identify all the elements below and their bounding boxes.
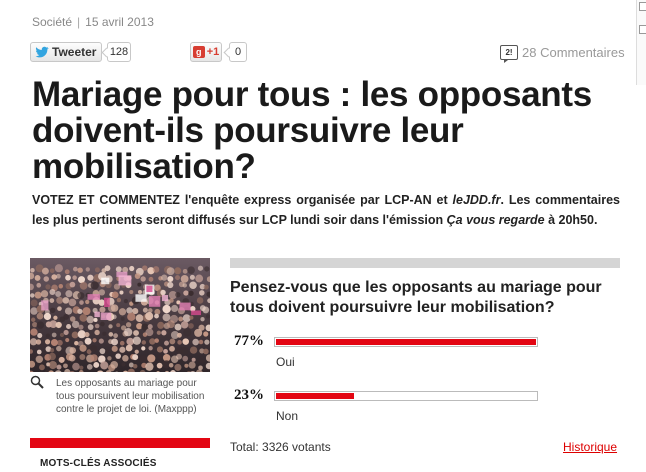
intro-text-1: VOTEZ ET COMMENTEZ l'enquête express org… [32,193,453,207]
tags-header-bar [30,438,210,448]
poll-option-label: Oui [276,355,295,369]
article-title: Mariage pour tous : les opposants doiven… [32,75,592,186]
intro-site-link[interactable]: leJDD.fr [452,193,501,207]
edge-checkbox-icon [639,2,646,11]
photo-caption: Les opposants au mariage pour tous pours… [56,378,205,415]
google-plus-label: +1 [206,46,220,58]
comments-link[interactable]: 2! 28 Commentaires [500,45,625,63]
article-photo[interactable] [30,258,210,372]
comment-bubble-icon: 2! [500,45,518,63]
poll-header-bar [230,258,620,268]
poll-option-bar [276,338,536,345]
google-plus-count: 0 [229,42,247,62]
tags-heading: MOTS-CLÉS ASSOCIÉS [40,458,157,469]
magnifier-icon[interactable] [30,375,44,389]
poll-option-percent: 77% [234,333,264,349]
poll-total-votes: Total: 3326 votants [230,440,331,454]
comments-count-label: 28 Commentaires [522,45,625,60]
publish-date: 15 avril 2013 [85,15,154,29]
twitter-bird-icon [35,46,49,58]
poll-option-bar [276,392,354,399]
poll-option-oui: 77% [234,333,538,350]
article-intro: VOTEZ ET COMMENTEZ l'enquête express org… [32,190,620,230]
tweet-count: 128 [107,42,131,62]
poll-question: Pensez-vous que les opposants au mariage… [230,279,602,316]
poll-option-non: 23% [234,387,538,404]
intro-text-3: à 20h50. [544,213,598,227]
history-link[interactable]: Historique [563,440,618,454]
poll-option-track [274,336,538,347]
crowd-photo-image [30,258,210,372]
tweet-button[interactable]: Tweeter [30,42,102,62]
google-plus-button[interactable]: g +1 [190,42,222,62]
page-edge-scroll-area [636,0,646,85]
poll-option-percent: 23% [234,387,264,403]
poll-option-track [274,390,538,401]
intro-text-2: . Les commentaires les plus pertinents s… [32,193,620,227]
tweet-button-label: Tweeter [52,45,97,59]
poll-option-label: Non [276,409,299,423]
category-label[interactable]: Société [32,15,73,29]
meta-separator: | [77,15,81,29]
edge-checkbox-icon [639,25,646,34]
article-meta: Société | 15 avril 2013 [32,15,154,29]
intro-show-name: Ça vous regarde [446,213,545,227]
google-plus-icon: g [192,46,205,58]
